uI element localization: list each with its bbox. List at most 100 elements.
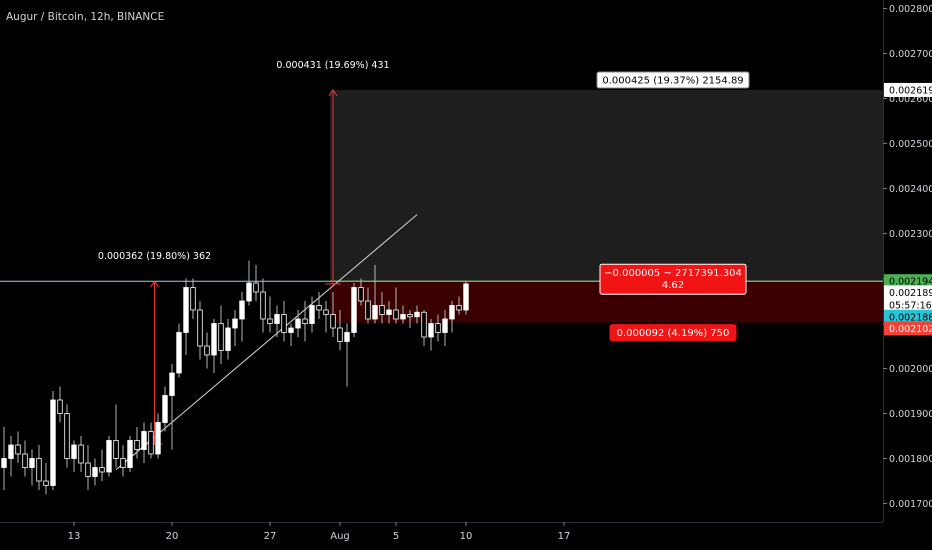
y-tick-label: 0.002600 bbox=[889, 94, 932, 105]
candle[interactable] bbox=[400, 314, 406, 320]
candle[interactable] bbox=[85, 462, 91, 477]
candle[interactable] bbox=[358, 287, 364, 302]
candle[interactable] bbox=[141, 431, 147, 450]
x-tick-label: 17 bbox=[558, 531, 571, 542]
candle[interactable] bbox=[36, 458, 42, 482]
price-label-box bbox=[884, 298, 932, 313]
x-tick-label: 20 bbox=[166, 531, 179, 542]
candle[interactable] bbox=[169, 372, 175, 396]
candle[interactable] bbox=[204, 345, 210, 356]
y-tick-label: 0.002500 bbox=[889, 139, 932, 150]
candle[interactable] bbox=[442, 318, 448, 333]
candle[interactable] bbox=[323, 309, 329, 315]
candle[interactable] bbox=[190, 287, 196, 311]
candle[interactable] bbox=[309, 305, 315, 324]
target-measure-arrow-icon bbox=[328, 89, 338, 97]
candle[interactable] bbox=[421, 311, 427, 338]
price-label-box bbox=[884, 274, 932, 289]
candle[interactable] bbox=[435, 323, 441, 333]
support-trendline[interactable] bbox=[115, 214, 418, 471]
candle[interactable] bbox=[197, 309, 203, 347]
candle[interactable] bbox=[302, 318, 308, 324]
candle[interactable] bbox=[183, 287, 189, 333]
candle[interactable] bbox=[344, 332, 350, 342]
candle[interactable] bbox=[253, 282, 259, 293]
candle[interactable] bbox=[428, 323, 434, 338]
candle[interactable] bbox=[414, 311, 420, 318]
candle[interactable] bbox=[64, 413, 70, 459]
candle[interactable] bbox=[1, 458, 7, 468]
candle[interactable] bbox=[71, 444, 77, 459]
candle[interactable] bbox=[57, 399, 63, 414]
x-tick-label: 5 bbox=[393, 531, 399, 542]
y-tick-label: 0.002800 bbox=[889, 4, 932, 15]
candle[interactable] bbox=[260, 291, 266, 320]
price-label-box bbox=[884, 321, 932, 336]
candle[interactable] bbox=[113, 440, 119, 459]
candle[interactable] bbox=[92, 467, 98, 477]
price-label-box bbox=[884, 285, 932, 300]
price-label-box bbox=[884, 309, 932, 324]
y-tick-label: 0.002300 bbox=[889, 229, 932, 240]
candle[interactable] bbox=[316, 305, 322, 311]
price-label: 0.002188 bbox=[889, 312, 932, 323]
candle[interactable] bbox=[246, 282, 252, 302]
candle[interactable] bbox=[50, 399, 56, 486]
candle[interactable] bbox=[99, 467, 105, 473]
candle[interactable] bbox=[211, 323, 217, 356]
candle[interactable] bbox=[274, 314, 280, 324]
candle[interactable] bbox=[239, 300, 245, 320]
candle[interactable] bbox=[281, 314, 287, 333]
y-tick-label: 0.001700 bbox=[889, 499, 932, 510]
candle[interactable] bbox=[295, 318, 301, 329]
candle[interactable] bbox=[232, 318, 238, 329]
candle[interactable] bbox=[155, 422, 161, 455]
candle[interactable] bbox=[148, 431, 154, 455]
candle[interactable] bbox=[134, 440, 140, 450]
target-label-box[interactable] bbox=[596, 71, 750, 89]
candle[interactable] bbox=[225, 327, 231, 351]
candle[interactable] bbox=[351, 287, 357, 333]
candle[interactable] bbox=[372, 305, 378, 320]
price-label: 0.002189 bbox=[889, 288, 932, 299]
rise-measure-label: 0.000362 (19.80%) 362 bbox=[98, 251, 211, 262]
candle[interactable] bbox=[22, 453, 28, 468]
candle[interactable] bbox=[407, 314, 413, 318]
price-label: 05:57:16 bbox=[889, 301, 932, 312]
candle[interactable] bbox=[176, 332, 182, 374]
y-tick-label: 0.002400 bbox=[889, 184, 932, 195]
candle[interactable] bbox=[393, 309, 399, 320]
candle[interactable] bbox=[106, 440, 112, 473]
candle[interactable] bbox=[15, 444, 21, 455]
y-tick-label: 0.001900 bbox=[889, 409, 932, 420]
y-tick-label: 0.001800 bbox=[889, 454, 932, 465]
candle[interactable] bbox=[127, 440, 133, 468]
target-measure-label: 0.000431 (19.69%) 431 bbox=[276, 60, 389, 71]
candle[interactable] bbox=[386, 309, 392, 315]
candle[interactable] bbox=[120, 458, 126, 468]
price-label-box bbox=[884, 82, 932, 97]
candle[interactable] bbox=[337, 327, 343, 342]
candle[interactable] bbox=[43, 480, 49, 486]
candle[interactable] bbox=[456, 305, 462, 311]
stop-label-box[interactable] bbox=[609, 324, 737, 342]
x-tick-label: Aug bbox=[330, 531, 350, 542]
candle[interactable] bbox=[330, 314, 336, 329]
candle[interactable] bbox=[379, 305, 385, 315]
candle[interactable] bbox=[365, 300, 371, 320]
candle[interactable] bbox=[288, 327, 294, 333]
candle[interactable] bbox=[8, 444, 14, 459]
candle[interactable] bbox=[78, 444, 84, 464]
candle[interactable] bbox=[162, 395, 168, 423]
rise-measure-arrow-icon bbox=[150, 280, 159, 288]
entry-label-box[interactable] bbox=[599, 263, 747, 295]
candle[interactable] bbox=[29, 458, 35, 468]
candle[interactable] bbox=[218, 323, 224, 351]
x-tick-label: 13 bbox=[68, 531, 81, 542]
candle[interactable] bbox=[267, 318, 273, 324]
candle[interactable] bbox=[449, 305, 455, 320]
candle[interactable] bbox=[463, 283, 469, 311]
entry-label-line1: −0.000005 ~ 2717391.304 bbox=[604, 268, 742, 279]
profit-zone[interactable] bbox=[330, 89, 883, 282]
